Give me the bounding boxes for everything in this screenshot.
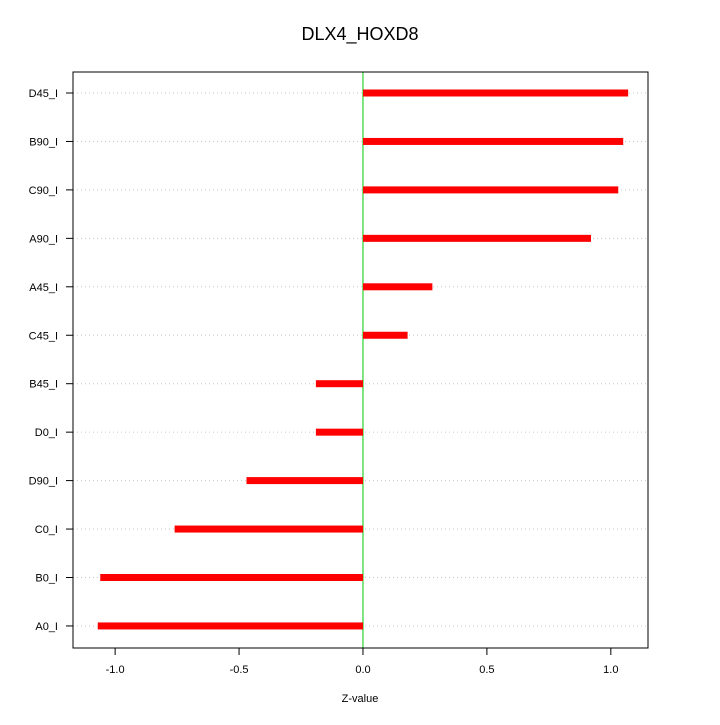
grid-lines <box>73 92 648 627</box>
x-axis: -1.0 -0.5 0.0 0.5 1.0 <box>106 648 618 676</box>
bar <box>362 331 408 339</box>
bar <box>246 477 363 485</box>
y-tick-label: D90_I <box>29 476 58 488</box>
y-tick-label: B0_I <box>35 573 58 585</box>
x-tick-label: -1.0 <box>106 664 125 676</box>
y-tick-label: C0_I <box>35 524 58 536</box>
y-tick-label: A90_I <box>29 233 58 245</box>
x-tick-label: 0.5 <box>479 664 494 676</box>
bar <box>315 428 363 436</box>
y-tick-label: A45_I <box>29 282 58 294</box>
bar <box>362 234 591 242</box>
x-tick-label: 1.0 <box>603 664 618 676</box>
chart-title: DLX4_HOXD8 <box>301 24 418 45</box>
y-tick-label: C45_I <box>29 330 58 342</box>
y-tick-label: B45_I <box>29 379 58 391</box>
y-tick-label: D45_I <box>29 88 58 100</box>
bar <box>174 525 363 533</box>
bar <box>362 89 629 97</box>
y-tick-label: A0_I <box>35 621 58 633</box>
y-tick-label: B90_I <box>29 136 58 148</box>
plot-frame <box>72 71 649 649</box>
bars-group <box>97 89 629 630</box>
bar <box>362 137 624 145</box>
y-tick-label: D0_I <box>35 427 58 439</box>
bar <box>100 574 363 581</box>
x-tick-label: 0.0 <box>355 664 370 676</box>
y-tick-label: C90_I <box>29 185 58 197</box>
bar <box>97 622 363 630</box>
bar <box>362 283 433 291</box>
y-axis: D45_I B90_I C90_I A90_I A45_I C45_I B45_I D0_I D… <box>29 88 73 633</box>
bar <box>315 380 363 388</box>
x-tick-label: -0.5 <box>230 664 249 676</box>
bar <box>362 186 619 194</box>
x-axis-title: Z-value <box>342 693 379 705</box>
